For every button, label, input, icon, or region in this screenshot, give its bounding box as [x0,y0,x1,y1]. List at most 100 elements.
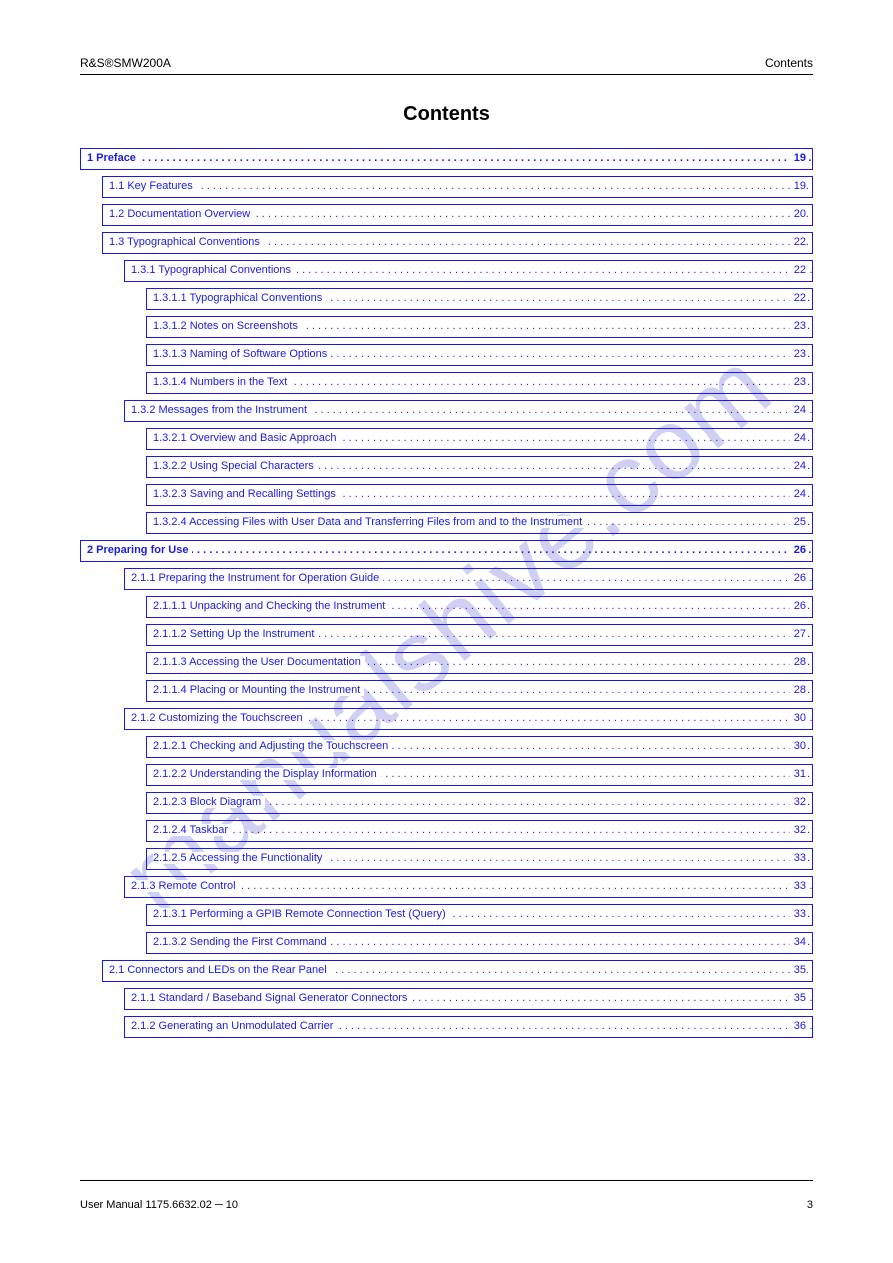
toc-entry-label: 1.3.1.4 Numbers in the Text [153,376,291,388]
toc-entry-label: 2.1.3.2 Sending the First Command [153,936,331,948]
toc-entry-page: 28 [790,656,806,668]
toc-entry-page: 26 [790,600,806,612]
toc-entry-label: 1.3.1 Typographical Conventions [131,264,295,276]
toc-entry-label: 2.1.2.4 Taskbar [153,824,232,836]
toc-link[interactable]: . . . . . . . . . . . . . . . . . . . . … [80,148,813,170]
toc-entry-page: 26 [790,572,806,584]
toc-link[interactable]: . . . . . . . . . . . . . . . . . . . . … [146,484,813,506]
toc-entry-label: 2.1.1.3 Accessing the User Documentation [153,656,365,668]
toc-entry-page: 26 [790,544,806,556]
toc-link[interactable]: . . . . . . . . . . . . . . . . . . . . … [102,204,813,226]
toc-entry-page: 33 [790,908,806,920]
toc-entry-page: 22 [790,292,806,304]
toc-entry-label: 1.1 Key Features [109,180,197,192]
table-of-contents: . . . . . . . . . . . . . . . . . . . . … [80,148,813,1038]
toc-link[interactable]: . . . . . . . . . . . . . . . . . . . . … [146,792,813,814]
toc-link[interactable]: . . . . . . . . . . . . . . . . . . . . … [124,1016,813,1038]
page-footer: User Manual 1175.6632.02 ─ 10 3 [80,1199,813,1211]
toc-entry-page: 34 [790,936,806,948]
toc-link[interactable]: . . . . . . . . . . . . . . . . . . . . … [146,344,813,366]
toc-link[interactable]: . . . . . . . . . . . . . . . . . . . . … [146,512,813,534]
toc-entry-label: 2.1.2.5 Accessing the Functionality [153,852,326,864]
toc-link[interactable]: . . . . . . . . . . . . . . . . . . . . … [146,316,813,338]
toc-entry-label: 2.1.2 Generating an Unmodulated Carrier [131,1020,337,1032]
toc-link[interactable]: . . . . . . . . . . . . . . . . . . . . … [124,708,813,730]
footer-page-number: 3 [807,1199,813,1211]
toc-link[interactable]: . . . . . . . . . . . . . . . . . . . . … [124,400,813,422]
page-header: R&S®SMW200A Contents [80,56,813,70]
toc-entry-label: 2.1.1 Preparing the Instrument for Opera… [131,572,383,584]
toc-link[interactable]: . . . . . . . . . . . . . . . . . . . . … [102,176,813,198]
toc-entry-label: 1.3.1.3 Naming of Software Options [153,348,331,360]
toc-entry-page: 19 [790,152,806,164]
toc-entry-label: 2.1 Connectors and LEDs on the Rear Pane… [109,964,331,976]
toc-entry-label: 2.1.1.1 Unpacking and Checking the Instr… [153,600,389,612]
toc-entry-label: 1.3.1.2 Notes on Screenshots [153,320,302,332]
toc-link[interactable]: . . . . . . . . . . . . . . . . . . . . … [146,652,813,674]
toc-entry-label: 1.3.2 Messages from the Instrument [131,404,311,416]
toc-link[interactable]: . . . . . . . . . . . . . . . . . . . . … [124,260,813,282]
header-rule [80,74,813,75]
toc-entry-label: 2 Preparing for Use [87,544,192,556]
toc-entry-label: 2.1.3.1 Performing a GPIB Remote Connect… [153,908,450,920]
footer-rule [80,1180,813,1181]
toc-entry-page: 33 [790,852,806,864]
toc-entry-page: 35 [790,992,806,1004]
header-left: R&S®SMW200A [80,56,171,70]
toc-entry-page: 24 [790,488,806,500]
toc-entry-page: 27 [790,628,806,640]
toc-link[interactable]: . . . . . . . . . . . . . . . . . . . . … [146,680,813,702]
toc-link[interactable]: . . . . . . . . . . . . . . . . . . . . … [146,820,813,842]
toc-link[interactable]: . . . . . . . . . . . . . . . . . . . . … [146,288,813,310]
toc-link[interactable]: . . . . . . . . . . . . . . . . . . . . … [146,848,813,870]
header-right: Contents [765,56,813,70]
toc-link[interactable]: . . . . . . . . . . . . . . . . . . . . … [146,428,813,450]
toc-entry-page: 22 [790,264,806,276]
toc-link[interactable]: . . . . . . . . . . . . . . . . . . . . … [146,736,813,758]
toc-link[interactable]: . . . . . . . . . . . . . . . . . . . . … [146,904,813,926]
toc-entry-page: 30 [790,712,806,724]
toc-link[interactable]: . . . . . . . . . . . . . . . . . . . . … [146,596,813,618]
toc-entry-label: 1.3.2.4 Accessing Files with User Data a… [153,516,586,528]
toc-link[interactable]: . . . . . . . . . . . . . . . . . . . . … [146,932,813,954]
toc-entry-label: 2.1.2.2 Understanding the Display Inform… [153,768,381,780]
toc-entry-label: 1.3.2.1 Overview and Basic Approach [153,432,340,444]
toc-entry-label: 2.1.2.3 Block Diagram [153,796,265,808]
toc-link[interactable]: . . . . . . . . . . . . . . . . . . . . … [80,540,813,562]
toc-link[interactable]: . . . . . . . . . . . . . . . . . . . . … [102,960,813,982]
toc-entry-page: 32 [790,796,806,808]
toc-entry-label: 1.3.1.1 Typographical Conventions [153,292,326,304]
toc-link[interactable]: . . . . . . . . . . . . . . . . . . . . … [124,568,813,590]
toc-link[interactable]: . . . . . . . . . . . . . . . . . . . . … [124,988,813,1010]
toc-link[interactable]: . . . . . . . . . . . . . . . . . . . . … [102,232,813,254]
toc-entry-label: 2.1.1.4 Placing or Mounting the Instrume… [153,684,364,696]
toc-entry-page: 32 [790,824,806,836]
footer-left: User Manual 1175.6632.02 ─ 10 [80,1199,238,1211]
toc-link[interactable]: . . . . . . . . . . . . . . . . . . . . … [146,624,813,646]
toc-link[interactable]: . . . . . . . . . . . . . . . . . . . . … [146,456,813,478]
toc-entry-page: 24 [790,404,806,416]
toc-entry-label: 2.1.1.2 Setting Up the Instrument [153,628,318,640]
toc-leader-dots: . . . . . . . . . . . . . . . . . . . . … [147,824,812,836]
toc-entry-page: 24 [790,460,806,472]
toc-entry-label: 1 Preface [87,152,140,164]
toc-entry-label: 1.3 Typographical Conventions [109,236,264,248]
toc-link[interactable]: . . . . . . . . . . . . . . . . . . . . … [146,764,813,786]
toc-entry-page: 19 [790,180,806,192]
toc-entry-label: 2.1.2.1 Checking and Adjusting the Touch… [153,740,392,752]
toc-entry-label: 1.3.2.2 Using Special Characters [153,460,318,472]
toc-entry-label: 2.1.3 Remote Control [131,880,240,892]
toc-entry-page: 24 [790,432,806,444]
toc-link[interactable]: . . . . . . . . . . . . . . . . . . . . … [124,876,813,898]
toc-entry-page: 33 [790,880,806,892]
toc-entry-label: 2.1.2 Customizing the Touchscreen [131,712,307,724]
toc-entry-page: 30 [790,740,806,752]
toc-title: Contents [80,103,813,126]
toc-entry-label: 1.2 Documentation Overview [109,208,254,220]
toc-link[interactable]: . . . . . . . . . . . . . . . . . . . . … [146,372,813,394]
toc-entry-page: 36 [790,1020,806,1032]
toc-entry-page: 28 [790,684,806,696]
toc-entry-label: 2.1.1 Standard / Baseband Signal Generat… [131,992,411,1004]
toc-entry-page: 23 [790,376,806,388]
toc-entry-page: 20 [790,208,806,220]
